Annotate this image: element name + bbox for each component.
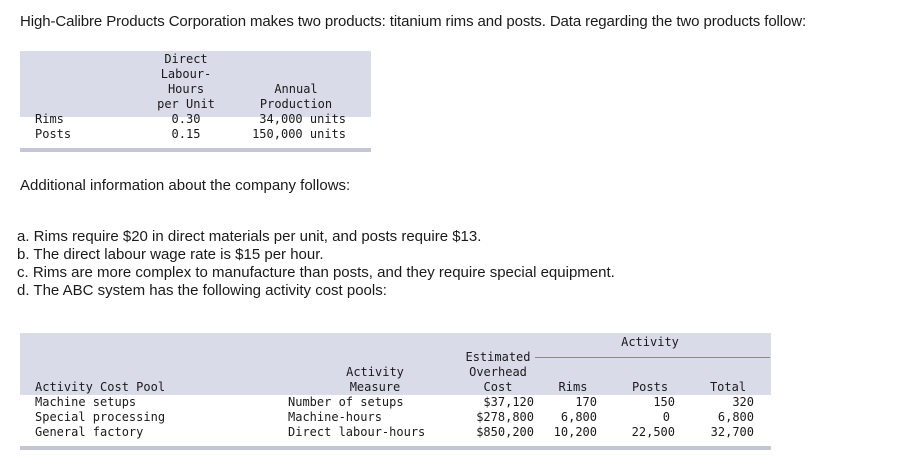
table1-row-rims-product: Rims — [35, 112, 64, 126]
table2-header-cost-3: Cost — [483, 380, 513, 394]
list-item-b: b. The direct labour wage rate is $15 pe… — [17, 246, 324, 263]
table1-row-posts-product: Posts — [35, 127, 72, 141]
additional-info-list: a. Rims require $20 in direct materials … — [17, 228, 615, 300]
table1-header-annual-1: Annual — [274, 82, 318, 96]
table2-row-special-processing-total: 6,800 — [717, 410, 754, 424]
table2-header-measure-1: Activity — [346, 365, 404, 379]
table1-row-posts-annual: 150,000 units — [252, 127, 346, 141]
table2-row-general-factory-rims: 10,200 — [553, 425, 597, 439]
table2-row-machine-setups-rims: 170 — [575, 395, 597, 409]
table2-row-general-factory-measure: Direct labour-hours — [288, 425, 426, 439]
table2-row-special-processing-rims: 6,800 — [560, 410, 597, 424]
table2-row-special-processing-cost: $278,800 — [476, 410, 534, 424]
table1-row-rims-dlh: 0.30 — [171, 112, 201, 126]
table1-header-dlh-2: Labour- — [160, 67, 212, 81]
activity-group-rule — [535, 357, 770, 358]
table2-row-general-factory-cost: $850,200 — [476, 425, 534, 439]
table1-row-rims-annual: 34,000 units — [259, 112, 346, 126]
table1-header-annual-2: Production — [259, 97, 333, 111]
table2-row-machine-setups-measure: Number of setups — [288, 395, 404, 409]
table2-header-rims: Rims — [558, 380, 588, 394]
table1-header-dlh-4: per Unit — [157, 97, 215, 111]
table2-row-machine-setups-cost: $37,120 — [483, 395, 534, 409]
table2-row-special-processing-posts: 0 — [662, 410, 670, 424]
list-item-c: c. Rims are more complex to manufacture … — [17, 264, 615, 281]
table2-row-general-factory-total: 32,700 — [710, 425, 754, 439]
table2-header-cost-2: Overhead — [469, 365, 527, 379]
table2-row-special-processing-pool: Special processing — [35, 410, 166, 424]
table2-row-special-processing-measure: Machine-hours — [288, 410, 382, 424]
table2-bottom-rule — [20, 446, 771, 450]
table1-header-band — [20, 51, 371, 117]
table2-header-band — [20, 333, 771, 395]
table2-group-header-activity: Activity — [621, 335, 679, 349]
table2-row-general-factory-pool: General factory — [35, 425, 144, 439]
table2-row-general-factory-posts: 22,500 — [631, 425, 675, 439]
list-item-d: d. The ABC system has the following acti… — [17, 282, 387, 299]
product-data-table: Direct Labour- Hours per Unit Annual Pro… — [20, 51, 371, 152]
table2-row-machine-setups-pool: Machine setups — [35, 395, 137, 409]
additional-info-heading: Additional information about the company… — [20, 177, 351, 194]
table2-header-cost-1: Estimated — [465, 350, 531, 364]
table2-row-machine-setups-posts: 150 — [653, 395, 675, 409]
table2-row-machine-setups-total: 320 — [732, 395, 754, 409]
table2-header-total: Total — [709, 380, 747, 394]
table1-header-dlh-1: Direct — [164, 52, 208, 66]
table1-header-dlh-3: Hours — [167, 82, 205, 96]
table1-bottom-rule — [20, 148, 371, 152]
list-item-a: a. Rims require $20 in direct materials … — [17, 228, 482, 245]
table2-header-posts: Posts — [631, 380, 669, 394]
table2-header-pool: Activity Cost Pool — [35, 380, 166, 394]
intro-text: High-Calibre Products Corporation makes … — [20, 13, 807, 30]
table2-header-measure-2: Measure — [349, 380, 401, 394]
table1-row-posts-dlh: 0.15 — [171, 127, 201, 141]
